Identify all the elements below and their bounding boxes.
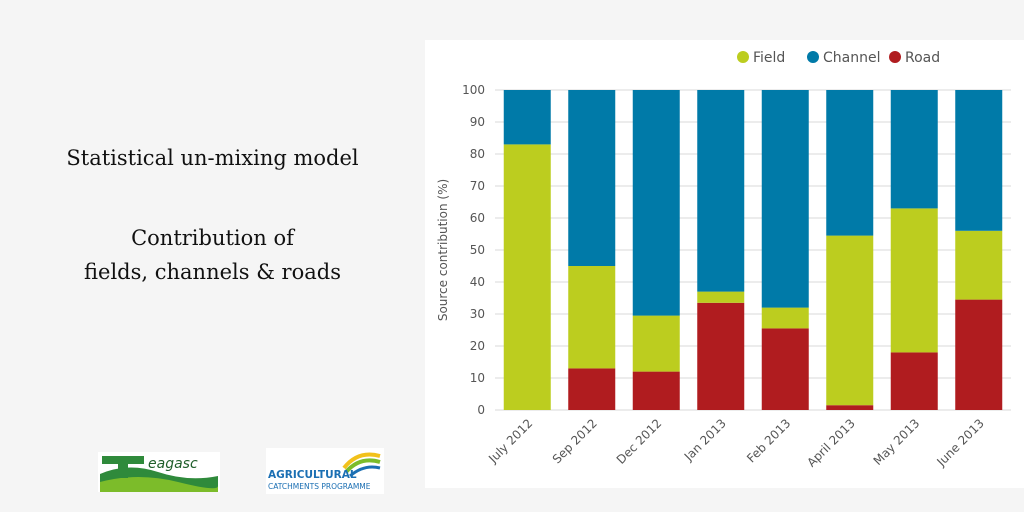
bar-road-4 (761, 328, 809, 410)
y-tick-label: 60 (470, 211, 485, 225)
y-tick-label: 10 (470, 371, 485, 385)
bar-field-6 (890, 208, 938, 353)
y-tick-label: 90 (470, 115, 485, 129)
bar-field-5 (826, 235, 874, 406)
bar-road-6 (890, 352, 938, 410)
bar-field-2 (632, 315, 680, 372)
stacked-bar-chart: 0 10 20 30 40 50 60 70 80 90 100 Source contributio… (436, 50, 1011, 470)
x-tick-label: Sep 2012 (550, 416, 600, 466)
legend-label-channel: Channel (823, 50, 880, 66)
bar-channel-5 (826, 90, 874, 236)
x-tick-label: April 2013 (804, 416, 858, 470)
teagasc-t-shape (102, 456, 144, 478)
acp-wordmark-line2: CATCHMENTS PROGRAMME (268, 482, 371, 491)
legend-swatch-road (889, 51, 901, 63)
acp-logo-mark: AGRICULTURAL CATCHMENTS PROGRAMME (266, 448, 384, 494)
acp-swoosh-green (344, 458, 381, 474)
y-tick-label: 0 (477, 403, 485, 417)
y-tick-label: 20 (470, 339, 485, 353)
chart-panel: 0 10 20 30 40 50 60 70 80 90 100 Source contributio… (425, 40, 1024, 488)
legend-label-field: Field (753, 50, 785, 66)
bar-channel-6 (890, 90, 938, 209)
x-tick-label: Jan 2013 (681, 416, 729, 464)
legend-swatch-field (737, 51, 749, 63)
y-tick-label: 100 (462, 83, 485, 97)
acp-wordmark-line1: AGRICULTURAL (268, 469, 357, 481)
teagasc-logo-mark: eagasc (98, 452, 220, 492)
x-tick-label: Dec 2012 (614, 416, 665, 467)
bar-channel-1 (568, 90, 616, 266)
bar-road-3 (697, 302, 745, 410)
acp-logo: AGRICULTURAL CATCHMENTS PROGRAMME (266, 448, 384, 494)
y-tick-label: 40 (470, 275, 485, 289)
heading-model: Statistical un-mixing model (66, 146, 359, 170)
acp-swoosh-blue (349, 465, 381, 478)
y-axis-label: Source contribution (%) (436, 179, 450, 321)
y-tick-label: 50 (470, 243, 485, 257)
acp-swoosh-yellow (342, 452, 381, 470)
bar-channel-2 (632, 90, 680, 316)
teagasc-wordmark: eagasc (148, 456, 198, 472)
legend-label-road: Road (905, 50, 940, 66)
bar-road-7 (955, 299, 1003, 410)
teagasc-hill-light (100, 477, 218, 492)
bar-road-5 (826, 405, 874, 410)
bar-field-1 (568, 266, 616, 369)
legend-swatch-channel (807, 51, 819, 63)
x-tick-label: June 2013 (933, 416, 986, 469)
y-tick-label: 30 (470, 307, 485, 321)
heading-sources: fields, channels & roads (84, 260, 341, 284)
bar-road-2 (632, 371, 680, 410)
title-panel: Statistical un-mixing model Contribution… (0, 0, 425, 512)
teagasc-logo: eagasc (98, 452, 220, 492)
bar-field-3 (697, 291, 745, 303)
bar-field-7 (955, 230, 1003, 300)
bar-channel-7 (955, 90, 1003, 231)
bar-field-4 (761, 307, 809, 329)
bar-road-1 (568, 368, 616, 410)
x-tick-label: July 2012 (485, 416, 535, 466)
bar-channel-3 (697, 90, 745, 292)
bar-field-0 (503, 144, 551, 410)
bar-channel-4 (761, 90, 809, 308)
bar-channel-0 (503, 90, 551, 145)
x-tick-label: May 2013 (871, 416, 923, 468)
heading-contribution: Contribution of (131, 226, 294, 250)
x-tick-label: Feb 2013 (744, 416, 793, 465)
y-tick-label: 70 (470, 179, 485, 193)
y-tick-label: 80 (470, 147, 485, 161)
